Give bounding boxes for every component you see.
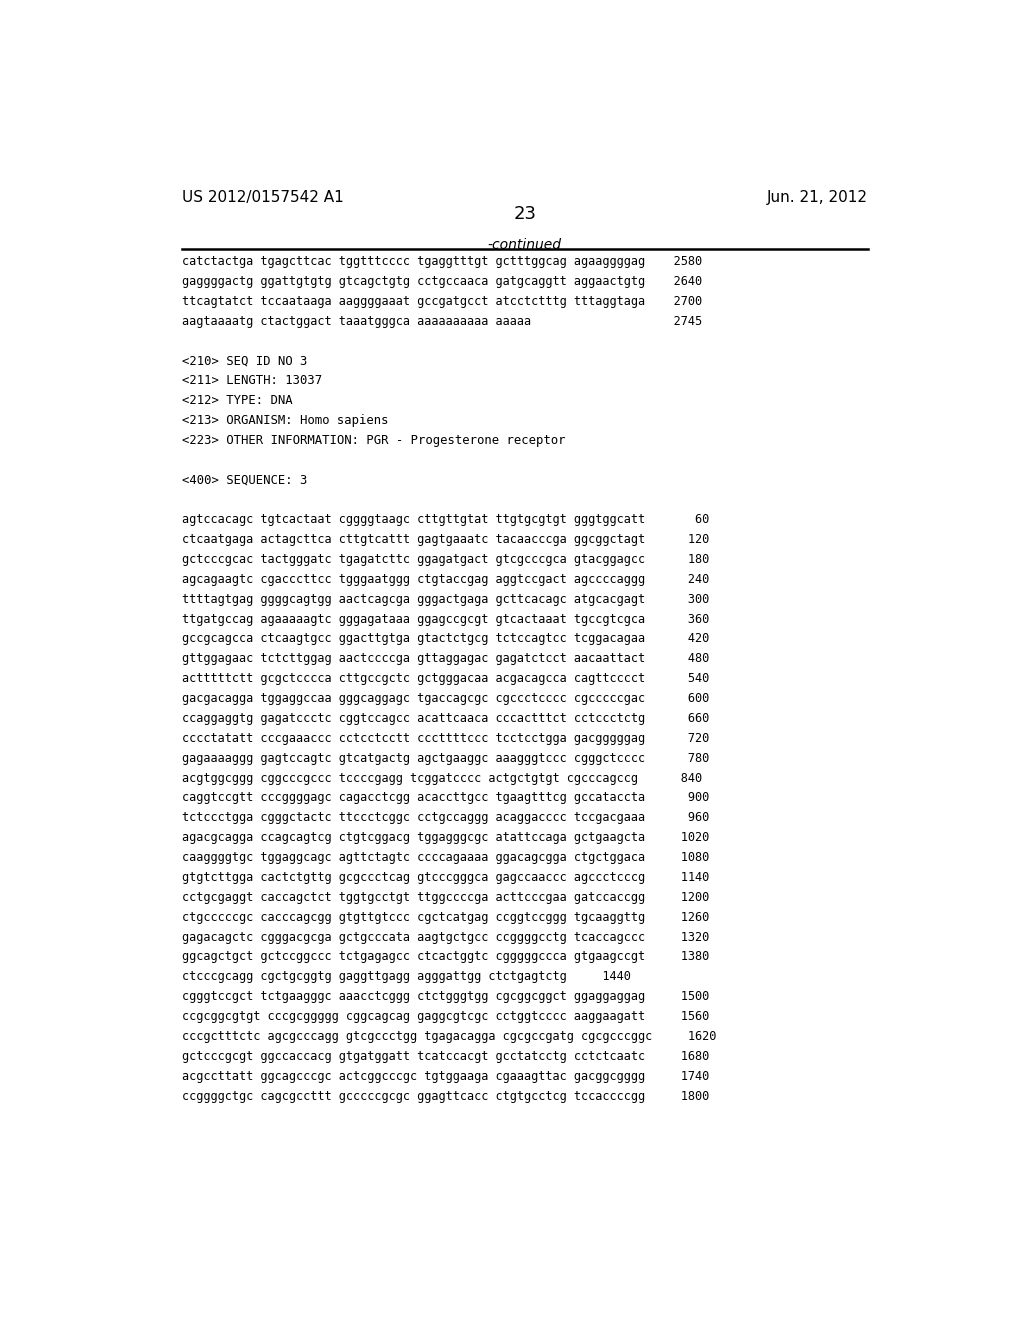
Text: gttggagaac tctcttggag aactccccga gttaggagac gagatctcct aacaattact      480: gttggagaac tctcttggag aactccccga gttagga… bbox=[182, 652, 710, 665]
Text: <212> TYPE: DNA: <212> TYPE: DNA bbox=[182, 395, 293, 407]
Text: acgtggcggg cggcccgccc tccccgagg tcggatcccc actgctgtgt cgcccagccg      840: acgtggcggg cggcccgccc tccccgagg tcggatcc… bbox=[182, 772, 702, 784]
Text: cccgctttctc agcgcccagg gtcgccctgg tgagacagga cgcgccgatg cgcgcccggc     1620: cccgctttctc agcgcccagg gtcgccctgg tgagac… bbox=[182, 1030, 717, 1043]
Text: -continued: -continued bbox=[487, 238, 562, 252]
Text: gagaaaaggg gagtccagtc gtcatgactg agctgaaggc aaagggtccc cgggctcccc      780: gagaaaaggg gagtccagtc gtcatgactg agctgaa… bbox=[182, 751, 710, 764]
Text: ccggggctgc cagcgccttt gcccccgcgc ggagttcacc ctgtgcctcg tccaccccgg     1800: ccggggctgc cagcgccttt gcccccgcgc ggagttc… bbox=[182, 1089, 710, 1102]
Text: gtgtcttgga cactctgttg gcgccctcag gtcccgggca gagccaaccc agccctcccg     1140: gtgtcttgga cactctgttg gcgccctcag gtcccgg… bbox=[182, 871, 710, 884]
Text: <213> ORGANISM: Homo sapiens: <213> ORGANISM: Homo sapiens bbox=[182, 414, 388, 426]
Text: tctccctgga cgggctactc ttccctcggc cctgccaggg acaggacccc tccgacgaaa      960: tctccctgga cgggctactc ttccctcggc cctgcca… bbox=[182, 812, 710, 824]
Text: agcagaagtc cgacccttcc tgggaatggg ctgtaccgag aggtccgact agccccaggg      240: agcagaagtc cgacccttcc tgggaatggg ctgtacc… bbox=[182, 573, 710, 586]
Text: cctgcgaggt caccagctct tggtgcctgt ttggccccga acttcccgaa gatccaccgg     1200: cctgcgaggt caccagctct tggtgcctgt ttggccc… bbox=[182, 891, 710, 904]
Text: <210> SEQ ID NO 3: <210> SEQ ID NO 3 bbox=[182, 354, 307, 367]
Text: gccgcagcca ctcaagtgcc ggacttgtga gtactctgcg tctccagtcc tcggacagaa      420: gccgcagcca ctcaagtgcc ggacttgtga gtactct… bbox=[182, 632, 710, 645]
Text: actttttctt gcgctcccca cttgccgctc gctgggacaa acgacagcca cagttcccct      540: actttttctt gcgctcccca cttgccgctc gctggga… bbox=[182, 672, 710, 685]
Text: ttgatgccag agaaaaagtc gggagataaa ggagccgcgt gtcactaaat tgccgtcgca      360: ttgatgccag agaaaaagtc gggagataaa ggagccg… bbox=[182, 612, 710, 626]
Text: gacgacagga tggaggccaa gggcaggagc tgaccagcgc cgccctcccc cgcccccgac      600: gacgacagga tggaggccaa gggcaggagc tgaccag… bbox=[182, 692, 710, 705]
Text: gctcccgcac tactgggatc tgagatcttc ggagatgact gtcgcccgca gtacggagcc      180: gctcccgcac tactgggatc tgagatcttc ggagatg… bbox=[182, 553, 710, 566]
Text: ttcagtatct tccaataaga aaggggaaat gccgatgcct atcctctttg tttaggtaga    2700: ttcagtatct tccaataaga aaggggaaat gccgatg… bbox=[182, 294, 702, 308]
Text: caaggggtgc tggaggcagc agttctagtc ccccagaaaa ggacagcgga ctgctggaca     1080: caaggggtgc tggaggcagc agttctagtc ccccaga… bbox=[182, 851, 710, 865]
Text: <211> LENGTH: 13037: <211> LENGTH: 13037 bbox=[182, 374, 323, 387]
Text: ctcccgcagg cgctgcggtg gaggttgagg agggattgg ctctgagtctg     1440: ctcccgcagg cgctgcggtg gaggttgagg agggatt… bbox=[182, 970, 631, 983]
Text: agtccacagc tgtcactaat cggggtaagc cttgttgtat ttgtgcgtgt gggtggcatt       60: agtccacagc tgtcactaat cggggtaagc cttgttg… bbox=[182, 513, 710, 527]
Text: cccctatatt cccgaaaccc cctcctcctt cccttttccc tcctcctgga gacgggggag      720: cccctatatt cccgaaaccc cctcctcctt ccctttt… bbox=[182, 731, 710, 744]
Text: <400> SEQUENCE: 3: <400> SEQUENCE: 3 bbox=[182, 474, 307, 487]
Text: US 2012/0157542 A1: US 2012/0157542 A1 bbox=[182, 190, 344, 205]
Text: catctactga tgagcttcac tggtttcccc tgaggtttgt gctttggcag agaaggggag    2580: catctactga tgagcttcac tggtttcccc tgaggtt… bbox=[182, 255, 702, 268]
Text: <223> OTHER INFORMATION: PGR - Progesterone receptor: <223> OTHER INFORMATION: PGR - Progester… bbox=[182, 434, 565, 446]
Text: acgccttatt ggcagcccgc actcggcccgc tgtggaaga cgaaagttac gacggcgggg     1740: acgccttatt ggcagcccgc actcggcccgc tgtgga… bbox=[182, 1069, 710, 1082]
Text: ggcagctgct gctccggccc tctgagagcc ctcactggtc cgggggccca gtgaagccgt     1380: ggcagctgct gctccggccc tctgagagcc ctcactg… bbox=[182, 950, 710, 964]
Text: ccgcggcgtgt cccgcggggg cggcagcag gaggcgtcgc cctggtcccc aaggaagatt     1560: ccgcggcgtgt cccgcggggg cggcagcag gaggcgt… bbox=[182, 1010, 710, 1023]
Text: 23: 23 bbox=[513, 205, 537, 223]
Text: ctcaatgaga actagcttca cttgtcattt gagtgaaatc tacaacccga ggcggctagt      120: ctcaatgaga actagcttca cttgtcattt gagtgaa… bbox=[182, 533, 710, 546]
Text: gagacagctc cgggacgcga gctgcccata aagtgctgcc ccggggcctg tcaccagccc     1320: gagacagctc cgggacgcga gctgcccata aagtgct… bbox=[182, 931, 710, 944]
Text: ctgcccccgc cacccagcgg gtgttgtccc cgctcatgag ccggtccggg tgcaaggttg     1260: ctgcccccgc cacccagcgg gtgttgtccc cgctcat… bbox=[182, 911, 710, 924]
Text: ttttagtgag ggggcagtgg aactcagcga gggactgaga gcttcacagc atgcacgagt      300: ttttagtgag ggggcagtgg aactcagcga gggactg… bbox=[182, 593, 710, 606]
Text: gctcccgcgt ggccaccacg gtgatggatt tcatccacgt gcctatcctg cctctcaatc     1680: gctcccgcgt ggccaccacg gtgatggatt tcatcca… bbox=[182, 1049, 710, 1063]
Text: gaggggactg ggattgtgtg gtcagctgtg cctgccaaca gatgcaggtt aggaactgtg    2640: gaggggactg ggattgtgtg gtcagctgtg cctgcca… bbox=[182, 275, 702, 288]
Text: cgggtccgct tctgaagggc aaacctcggg ctctgggtgg cgcggcggct ggaggaggag     1500: cgggtccgct tctgaagggc aaacctcggg ctctggg… bbox=[182, 990, 710, 1003]
Text: Jun. 21, 2012: Jun. 21, 2012 bbox=[767, 190, 867, 205]
Text: caggtccgtt cccggggagc cagacctcgg acaccttgcc tgaagtttcg gccataccta      900: caggtccgtt cccggggagc cagacctcgg acacctt… bbox=[182, 792, 710, 804]
Text: agacgcagga ccagcagtcg ctgtcggacg tggagggcgc atattccaga gctgaagcta     1020: agacgcagga ccagcagtcg ctgtcggacg tggaggg… bbox=[182, 832, 710, 845]
Text: ccaggaggtg gagatccctc cggtccagcc acattcaaca cccactttct cctccctctg      660: ccaggaggtg gagatccctc cggtccagcc acattca… bbox=[182, 711, 710, 725]
Text: aagtaaaatg ctactggact taaatgggca aaaaaaaaaa aaaaa                    2745: aagtaaaatg ctactggact taaatgggca aaaaaaa… bbox=[182, 314, 702, 327]
